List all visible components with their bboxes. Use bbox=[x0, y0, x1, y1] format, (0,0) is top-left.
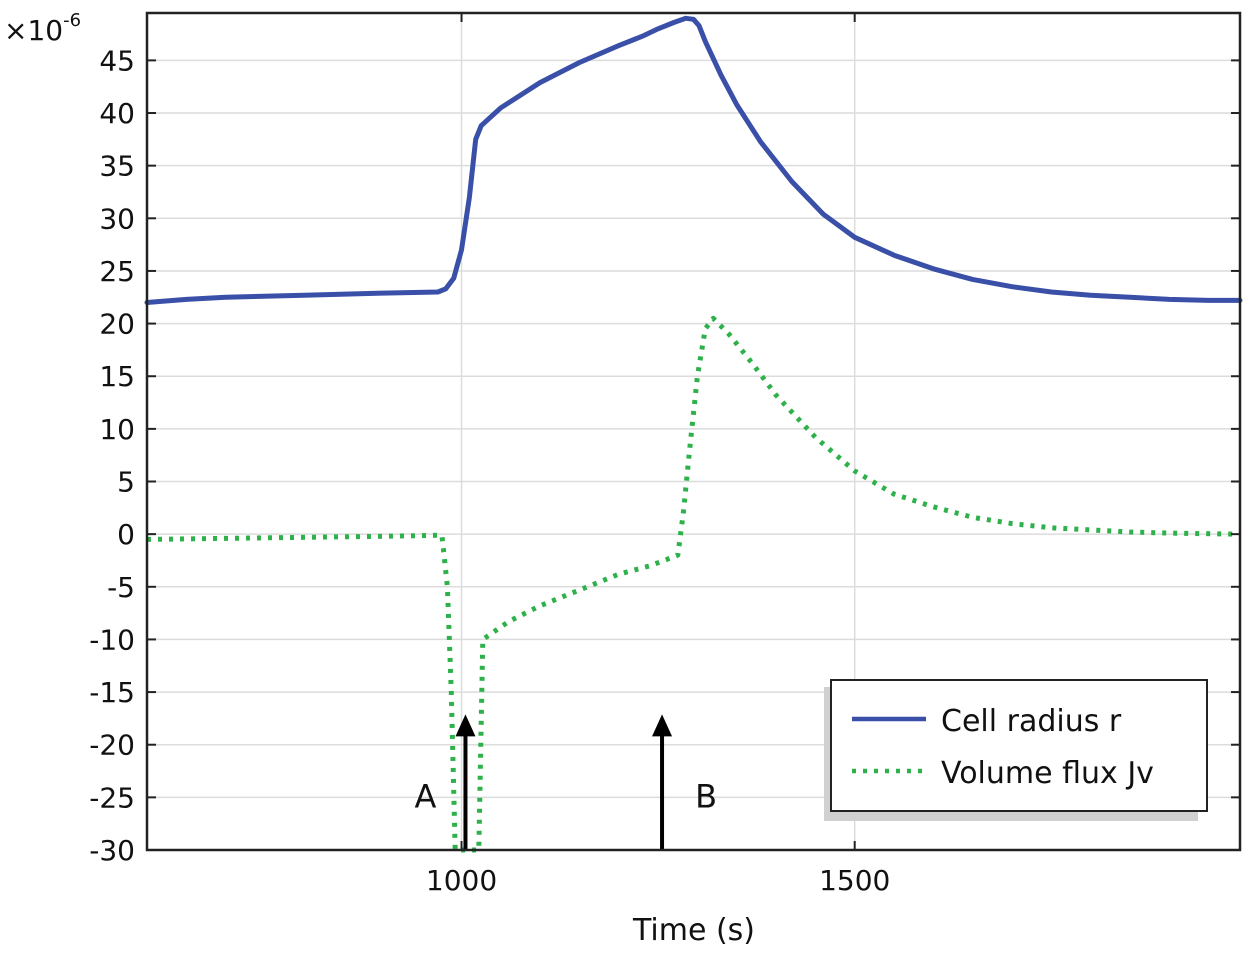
legend-box bbox=[830, 679, 1208, 812]
multiplier-base: ×10 bbox=[4, 14, 63, 47]
y-tick-label: 5 bbox=[117, 466, 135, 499]
x-tick-label: 1500 bbox=[819, 864, 890, 897]
legend: Cell radius r Volume flux Jv bbox=[824, 679, 1208, 821]
y-tick-label: -15 bbox=[89, 676, 135, 709]
y-tick-label: -5 bbox=[107, 571, 135, 604]
legend-label-volume-flux: Volume flux Jv bbox=[941, 756, 1154, 791]
y-tick-label: 10 bbox=[99, 413, 135, 446]
y-tick-label: -25 bbox=[89, 781, 135, 814]
x-axis-title: Time (s) bbox=[632, 913, 755, 948]
legend-label-cell-radius: Cell radius r bbox=[941, 704, 1122, 739]
y-tick-label: 40 bbox=[99, 97, 135, 130]
y-tick-label: 25 bbox=[99, 255, 135, 288]
y-tick-label: -20 bbox=[89, 729, 135, 762]
arrow-a-head bbox=[455, 714, 476, 737]
annotation-label-b: B bbox=[695, 777, 717, 815]
x-tick-label: 1000 bbox=[426, 864, 497, 897]
y-tick-label: -10 bbox=[89, 623, 135, 656]
arrow-b-head bbox=[652, 714, 673, 737]
annotation-label-a: A bbox=[415, 777, 437, 815]
plot-series bbox=[144, 15, 1243, 853]
y-tick-label: -30 bbox=[89, 834, 135, 867]
y-tick-label: 35 bbox=[99, 150, 135, 183]
y-tick-label: 30 bbox=[99, 202, 135, 235]
y-tick-label: 15 bbox=[99, 360, 135, 393]
axis-ticks: 45 40 35 30 25 20 15 10 5 0 -5 -10 -15 -20 -25 -30 1000 1… bbox=[89, 13, 1240, 897]
y-tick-label: 0 bbox=[117, 518, 135, 551]
y-tick-label: 45 bbox=[99, 44, 135, 77]
multiplier-exponent: -6 bbox=[63, 10, 81, 31]
plot-frame bbox=[145, 11, 1242, 852]
y-tick-label: 20 bbox=[99, 308, 135, 341]
series-line-cell-radius bbox=[144, 15, 1243, 305]
y-multiplier-label: ×10-6 bbox=[4, 10, 81, 47]
